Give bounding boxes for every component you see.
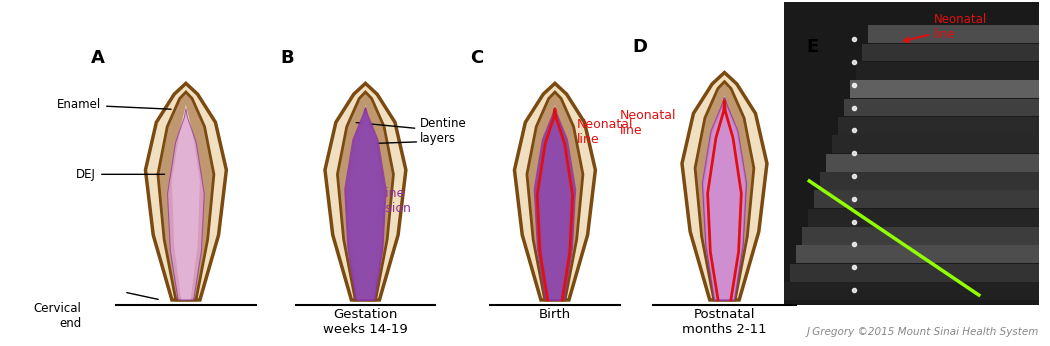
Polygon shape xyxy=(337,92,394,300)
FancyBboxPatch shape xyxy=(838,117,1038,135)
Polygon shape xyxy=(348,109,383,300)
Text: D: D xyxy=(633,38,648,56)
Polygon shape xyxy=(345,108,385,300)
Polygon shape xyxy=(539,110,571,300)
Polygon shape xyxy=(702,97,747,300)
Text: C: C xyxy=(470,48,483,67)
Polygon shape xyxy=(704,98,745,300)
FancyBboxPatch shape xyxy=(814,190,1038,208)
Text: Dentine
extension: Dentine extension xyxy=(350,187,411,240)
Polygon shape xyxy=(695,82,754,300)
FancyBboxPatch shape xyxy=(796,245,1038,263)
Polygon shape xyxy=(344,107,386,300)
Polygon shape xyxy=(707,100,742,300)
Polygon shape xyxy=(349,110,382,300)
Text: Postnatal
months 2-11: Postnatal months 2-11 xyxy=(682,308,766,336)
Polygon shape xyxy=(168,109,205,300)
Text: Dentine
layers: Dentine layers xyxy=(356,117,467,145)
Polygon shape xyxy=(536,108,574,300)
Text: Birth: Birth xyxy=(539,308,571,321)
Text: Enamel: Enamel xyxy=(57,99,171,111)
Polygon shape xyxy=(707,100,742,300)
Polygon shape xyxy=(324,83,406,300)
Text: Neonatal
line: Neonatal line xyxy=(904,13,987,42)
Text: Neonatal
line: Neonatal line xyxy=(620,109,676,137)
Polygon shape xyxy=(146,83,227,300)
Text: Cervical
end: Cervical end xyxy=(34,302,81,330)
Text: B: B xyxy=(280,48,294,67)
FancyBboxPatch shape xyxy=(784,2,1038,305)
Polygon shape xyxy=(705,99,744,300)
FancyBboxPatch shape xyxy=(784,282,1038,300)
Polygon shape xyxy=(527,92,583,300)
Polygon shape xyxy=(352,105,379,300)
Text: E: E xyxy=(806,38,819,56)
Polygon shape xyxy=(706,99,743,300)
FancyBboxPatch shape xyxy=(868,25,1038,43)
Polygon shape xyxy=(537,108,573,300)
FancyBboxPatch shape xyxy=(856,62,1038,80)
Polygon shape xyxy=(708,100,741,300)
FancyBboxPatch shape xyxy=(833,135,1038,153)
Polygon shape xyxy=(710,95,739,300)
Polygon shape xyxy=(541,105,569,300)
Polygon shape xyxy=(704,98,745,300)
Polygon shape xyxy=(172,105,200,300)
FancyBboxPatch shape xyxy=(862,44,1038,61)
Polygon shape xyxy=(346,108,384,300)
Polygon shape xyxy=(705,99,744,300)
FancyBboxPatch shape xyxy=(802,227,1038,245)
Polygon shape xyxy=(158,92,214,300)
FancyBboxPatch shape xyxy=(820,172,1038,190)
FancyBboxPatch shape xyxy=(791,264,1038,282)
FancyBboxPatch shape xyxy=(844,99,1038,117)
Polygon shape xyxy=(514,83,595,300)
Polygon shape xyxy=(537,109,573,300)
FancyBboxPatch shape xyxy=(826,154,1038,172)
FancyBboxPatch shape xyxy=(808,209,1038,227)
Text: DEJ: DEJ xyxy=(77,168,165,181)
Polygon shape xyxy=(708,101,741,300)
Polygon shape xyxy=(682,73,766,300)
Polygon shape xyxy=(534,107,575,300)
Text: A: A xyxy=(91,48,105,67)
FancyBboxPatch shape xyxy=(850,80,1038,98)
Polygon shape xyxy=(350,110,381,300)
Text: J Gregory ©2015 Mount Sinai Health System: J Gregory ©2015 Mount Sinai Health Syste… xyxy=(806,327,1038,337)
Text: Gestation
weeks 14-19: Gestation weeks 14-19 xyxy=(323,308,407,336)
Text: Neonatal
line: Neonatal line xyxy=(576,118,633,146)
Polygon shape xyxy=(538,110,572,300)
